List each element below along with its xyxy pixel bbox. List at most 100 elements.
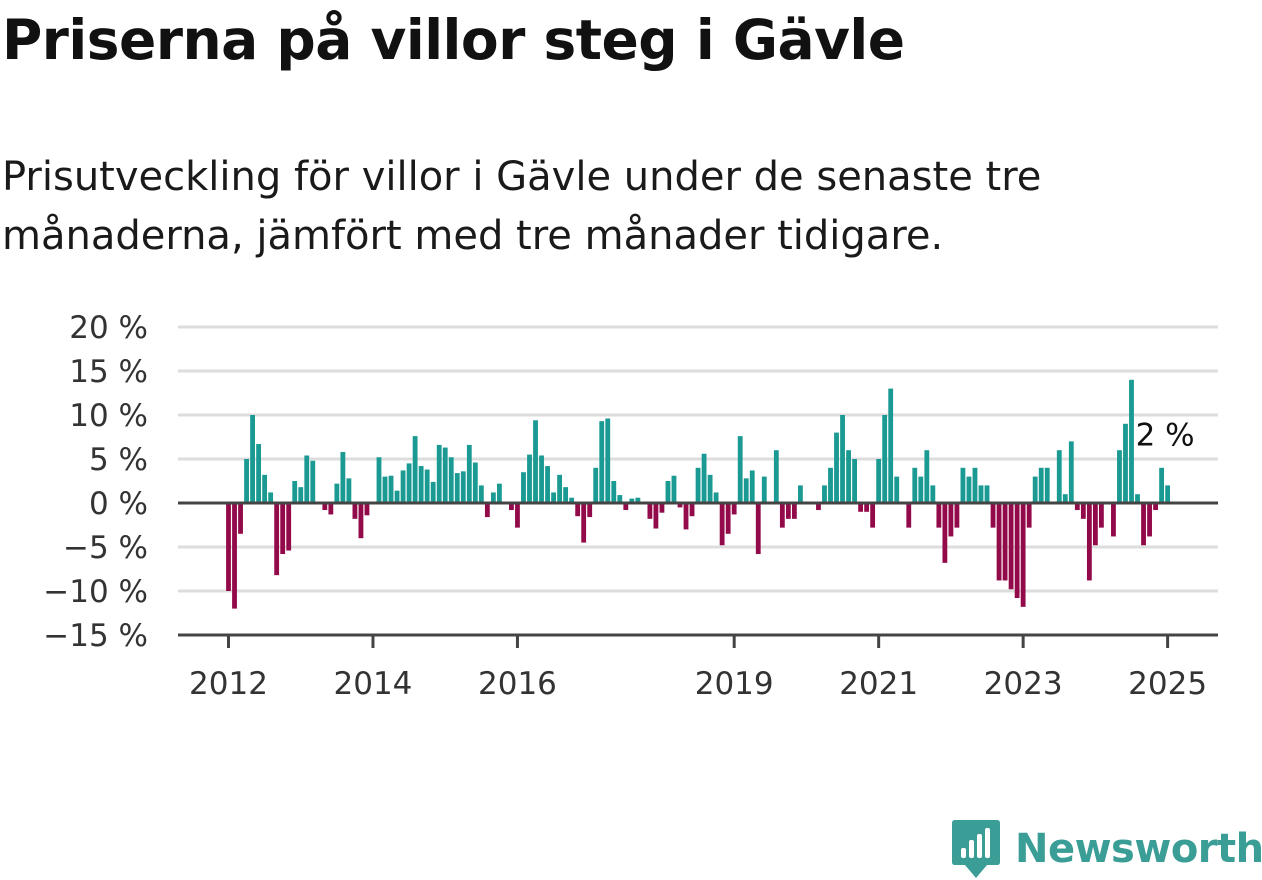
bar — [888, 388, 894, 503]
x-tick-label: 2019 — [695, 666, 774, 702]
bar — [828, 467, 833, 503]
bar — [1080, 503, 1086, 519]
bar — [954, 503, 960, 528]
bar — [864, 503, 870, 512]
bar — [960, 467, 966, 503]
bar — [382, 476, 388, 503]
bar — [406, 463, 412, 503]
bar — [972, 467, 978, 503]
bar — [346, 478, 352, 503]
y-tick-label: 20 % — [69, 310, 148, 346]
bar — [599, 421, 605, 503]
bar — [298, 487, 304, 503]
bar — [749, 470, 755, 503]
bar — [1020, 503, 1026, 607]
bar — [569, 497, 575, 503]
bar — [436, 444, 442, 503]
bar — [587, 503, 593, 518]
chart-subtitle: Prisutveckling för villor i Gävle under … — [2, 154, 1042, 259]
bar — [334, 483, 340, 503]
bar — [707, 474, 713, 503]
bar — [256, 444, 262, 503]
bar — [1002, 503, 1008, 581]
gridlines — [178, 325, 1218, 593]
bar — [683, 503, 689, 530]
x-tick-label: 2014 — [334, 666, 413, 702]
chart-title: Priserna på villor steg i Gävle — [2, 8, 905, 72]
x-tick-label: 2012 — [189, 666, 268, 702]
bar — [1153, 503, 1158, 511]
y-tick-label: 15 % — [69, 354, 148, 390]
bar — [358, 503, 364, 539]
bar — [635, 497, 641, 503]
brand-name: Newsworthy — [1015, 826, 1262, 872]
x-tick-label: 2023 — [984, 666, 1063, 702]
bar — [1068, 441, 1074, 503]
y-axis-ticks: 20 % 15 % 10 % 5 % 0 % −5 % −10 % −15 % — [43, 310, 148, 654]
y-tick-label: −15 % — [43, 618, 148, 654]
x-tick-label: 2021 — [839, 666, 918, 702]
bar — [1026, 503, 1032, 528]
bar — [1165, 485, 1171, 503]
bar — [1135, 494, 1140, 503]
bar — [593, 467, 599, 503]
brand-logo: Newsworthy — [951, 818, 1262, 880]
bar — [695, 467, 701, 503]
bar — [262, 474, 268, 503]
y-tick-label: 0 % — [89, 486, 148, 522]
bar-chart-bubble-icon — [952, 820, 1000, 878]
y-tick-label: −10 % — [43, 574, 148, 610]
bar — [1062, 494, 1068, 503]
bar — [424, 469, 430, 503]
bar — [629, 498, 635, 503]
bar — [942, 503, 948, 563]
bar — [611, 481, 617, 503]
bar — [364, 503, 370, 516]
bar — [785, 503, 791, 519]
bar — [918, 476, 924, 503]
bar — [755, 503, 761, 555]
bar — [665, 481, 671, 503]
bar — [527, 454, 532, 503]
bar — [882, 415, 888, 503]
bar — [490, 492, 496, 503]
bar — [509, 503, 514, 511]
y-tick-label: 10 % — [69, 398, 148, 434]
bar — [731, 503, 737, 515]
bar — [581, 503, 587, 543]
bar — [292, 481, 298, 503]
bar — [466, 444, 472, 503]
bar — [737, 436, 743, 503]
bar — [659, 503, 665, 513]
bar — [1074, 503, 1080, 511]
bar — [1159, 467, 1165, 503]
bar — [442, 447, 448, 503]
bar — [460, 471, 466, 503]
bar — [286, 503, 292, 551]
bar — [539, 455, 544, 503]
bar — [418, 466, 424, 503]
bar — [1032, 476, 1038, 503]
bar — [858, 503, 864, 512]
bars — [226, 379, 1171, 609]
bar — [496, 483, 502, 503]
bar — [340, 451, 346, 503]
bar — [779, 503, 785, 528]
bar — [743, 478, 749, 503]
bar — [647, 503, 653, 519]
bar — [1038, 467, 1044, 503]
bar — [1147, 503, 1152, 537]
bar — [894, 476, 900, 503]
bar — [244, 459, 249, 503]
bar — [773, 450, 779, 503]
bar — [430, 481, 436, 503]
bar — [238, 503, 243, 534]
bar — [304, 455, 310, 503]
bar — [689, 503, 695, 517]
bar — [1044, 467, 1050, 503]
bar — [551, 492, 556, 503]
bar — [310, 460, 316, 503]
bar — [653, 503, 659, 529]
x-tick-label: 2016 — [478, 666, 557, 702]
